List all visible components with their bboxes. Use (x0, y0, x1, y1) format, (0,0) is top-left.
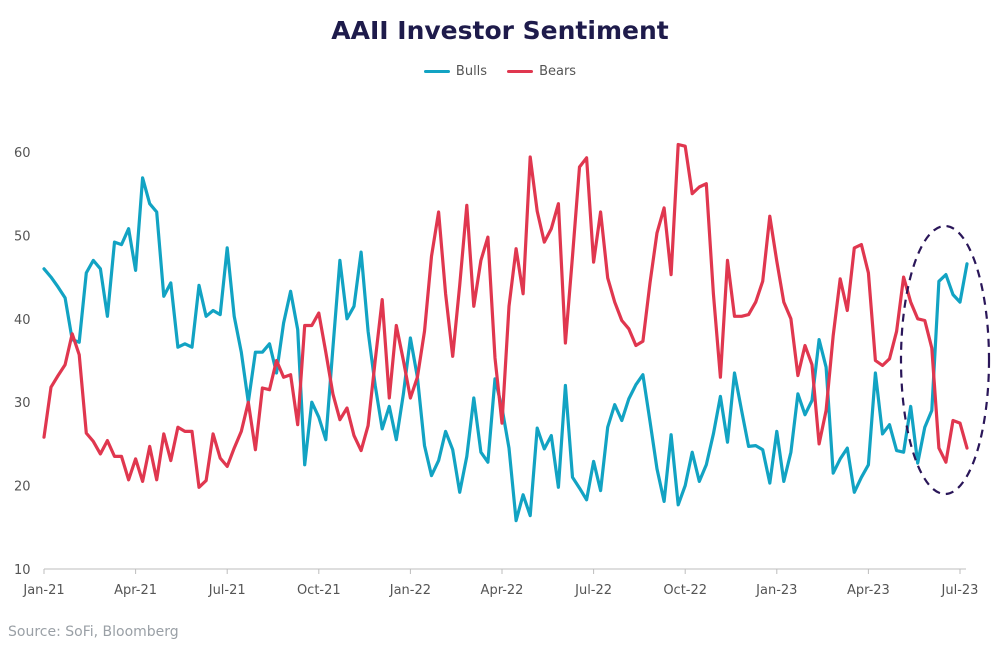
legend-label-bulls: Bulls (455, 64, 488, 79)
y-tick-label: 60 (14, 146, 31, 161)
legend-swatch-bulls (423, 70, 450, 73)
legend-item-bulls: Bulls (423, 64, 488, 79)
x-tick-label: Jan-23 (755, 583, 797, 598)
legend-label-bears: Bears (539, 64, 577, 79)
legend: Bulls Bears (0, 64, 1000, 79)
y-tick-label: 40 (14, 313, 31, 328)
x-tick-label: Jan-21 (22, 583, 64, 598)
source-note: Source: SoFi, Bloomberg (8, 624, 179, 640)
x-tick-label: Apr-23 (847, 583, 890, 598)
y-tick-label: 20 (14, 480, 31, 495)
x-tick-label: Apr-22 (481, 583, 524, 598)
x-tick-label: Oct-22 (663, 583, 707, 598)
y-tick-label: 30 (14, 396, 31, 411)
x-tick-label: Oct-21 (297, 583, 341, 598)
legend-swatch-bears (507, 70, 534, 73)
x-tick-label: Jan-22 (389, 583, 431, 598)
x-tick-label: Jul-21 (208, 583, 246, 598)
legend-item-bears: Bears (507, 64, 576, 79)
chart-title: AAII Investor Sentiment (331, 16, 669, 45)
x-tick-label: Apr-21 (114, 583, 157, 598)
y-tick-label: 50 (14, 229, 31, 244)
series-line-bears (42, 142, 969, 489)
x-tick-label: Jul-23 (941, 583, 979, 598)
x-tick-label: Jul-22 (574, 583, 612, 598)
y-tick-label: 10 (14, 563, 31, 578)
highlight-ellipse (899, 224, 991, 496)
